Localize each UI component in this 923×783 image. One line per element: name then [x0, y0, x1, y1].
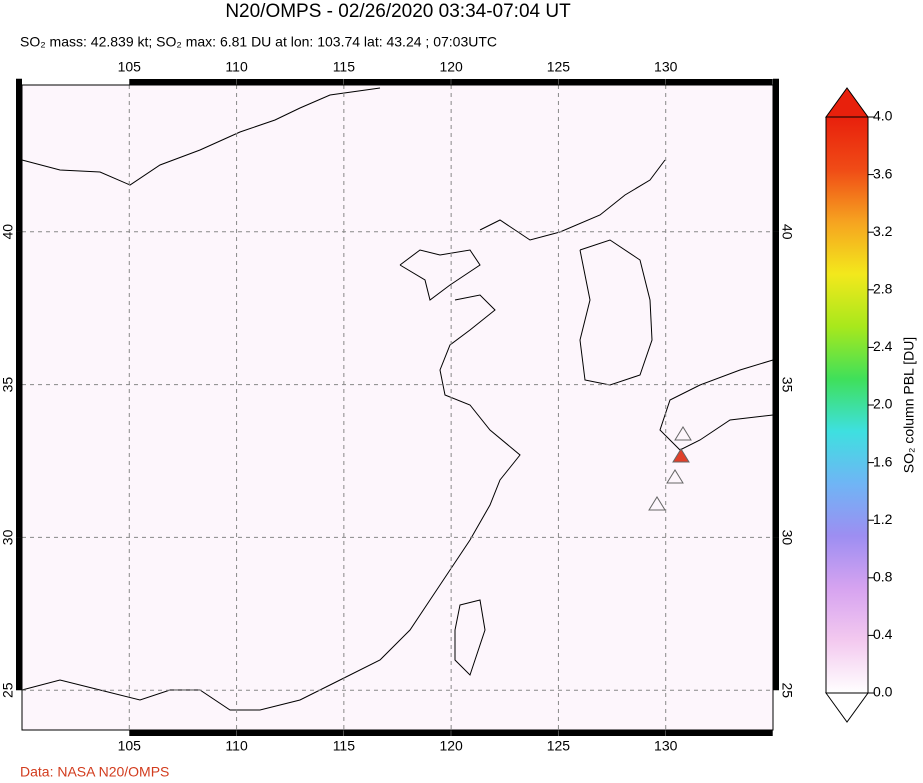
tick-bar	[129, 79, 237, 85]
tick-bar	[16, 231, 22, 385]
title: N20/OMPS - 02/26/2020 03:34-07:04 UT	[225, 1, 571, 22]
colorbar-tick-label: 3.6	[873, 165, 893, 181]
y-tick-label: 30	[0, 529, 16, 545]
china-coast	[21, 294, 521, 711]
volcano	[672, 448, 690, 463]
subtitle: SO₂ mass: 42.839 kt; SO₂ max: 6.81 DU at…	[20, 34, 497, 50]
colorbar-tick-label: 0.4	[873, 626, 893, 642]
bohai	[399, 249, 481, 301]
tick-bar	[665, 79, 773, 85]
colorbar-tick-label: 3.2	[873, 223, 893, 239]
colorbar-tick-label: 2.8	[873, 281, 893, 297]
x-tick-label: 120	[439, 59, 463, 75]
y-tick-label: 25	[779, 682, 795, 698]
y-tick-label: 35	[0, 377, 16, 393]
x-tick-label: 125	[547, 59, 571, 75]
tick-bar	[343, 79, 451, 85]
tick-bar	[665, 730, 773, 736]
tick-bar	[451, 79, 559, 85]
y-tick-label: 40	[0, 224, 16, 240]
colorbar-bottom-arrow	[825, 692, 869, 723]
japan	[659, 359, 774, 451]
border	[21, 87, 381, 186]
volcano	[674, 426, 692, 441]
korea	[579, 239, 653, 386]
x-tick-label: 105	[118, 738, 142, 754]
colorbar	[825, 116, 869, 694]
credit: Data: NASA N20/OMPS	[20, 764, 169, 780]
y-tick-label: 30	[779, 530, 795, 546]
x-tick-label: 130	[654, 59, 678, 75]
x-tick-label: 115	[333, 738, 356, 754]
volcano	[666, 469, 684, 484]
tick-bar	[773, 537, 779, 691]
map-background	[22, 85, 773, 730]
tick-bar	[129, 730, 237, 736]
y-tick-label: 35	[779, 377, 795, 393]
tick-bar	[558, 730, 666, 736]
colorbar-tick-label: 0.8	[873, 569, 893, 585]
colorbar-tick-label: 0.0	[873, 684, 893, 700]
coast	[479, 159, 666, 241]
colorbar-tick-label: 1.6	[873, 453, 893, 469]
x-tick-label: 120	[439, 738, 463, 754]
tick-bar	[773, 231, 779, 385]
colorbar-label: SO₂ column PBL [DU]	[901, 337, 917, 473]
volcano	[648, 496, 666, 511]
taiwan	[454, 599, 486, 676]
volcanoes	[648, 426, 692, 511]
colorbar-tick-label: 4.0	[873, 108, 893, 124]
tick-bar	[773, 78, 779, 232]
y-tick-label: 25	[0, 682, 16, 698]
tick-bar	[16, 78, 22, 232]
tick-bar	[16, 384, 22, 538]
y-tick-label: 40	[779, 224, 795, 240]
tick-bar	[16, 537, 22, 691]
colorbar-top-arrow	[825, 87, 869, 118]
coastlines	[21, 87, 774, 711]
tick-bar	[236, 730, 344, 736]
tick-bar	[451, 730, 559, 736]
x-tick-label: 115	[333, 59, 356, 75]
tick-bar	[236, 79, 344, 85]
tick-bar	[558, 79, 666, 85]
tick-bar	[343, 730, 451, 736]
colorbar-tick-label: 1.2	[873, 511, 893, 527]
colorbar-tick-label: 2.4	[873, 338, 893, 354]
x-tick-label: 130	[654, 738, 678, 754]
x-tick-label: 110	[225, 59, 248, 75]
x-tick-label: 105	[118, 59, 142, 75]
colorbar-tick-label: 2.0	[873, 396, 893, 412]
tick-bar	[773, 384, 779, 538]
x-tick-label: 125	[547, 738, 571, 754]
x-tick-label: 110	[225, 738, 248, 754]
